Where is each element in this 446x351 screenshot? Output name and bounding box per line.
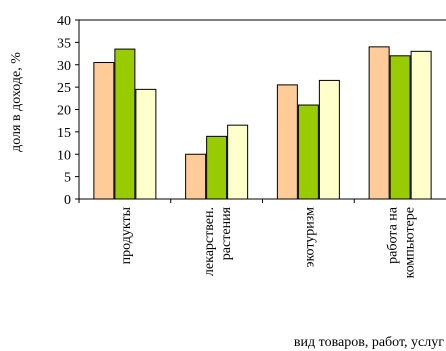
y-tick-label: 35	[57, 36, 71, 51]
bar-3	[410, 50, 432, 200]
x-tick-label-line: экотуризм	[302, 207, 317, 268]
y-tick-label: 0	[64, 193, 71, 208]
x-tick-label-line: компьютере	[403, 207, 418, 278]
y-axis: 0 5 10 15 20 25 30 35 40	[57, 14, 79, 208]
y-tick-label: 10	[57, 148, 71, 163]
x-tick-label: экотуризм	[302, 207, 317, 268]
bar-2	[206, 135, 228, 200]
y-axis-label: доля в доходе, %	[9, 52, 24, 152]
bar-3	[135, 88, 157, 200]
x-tick-label-line: лекарствен.	[202, 207, 217, 276]
y-tick-label: 15	[57, 126, 71, 141]
bar-2	[114, 48, 136, 200]
bars	[93, 46, 432, 200]
bar-3	[227, 124, 249, 200]
x-tick-label: продукты	[119, 206, 134, 264]
bar-1	[185, 153, 207, 200]
x-tick-label-line: продукты	[119, 206, 134, 264]
bar-2	[297, 104, 319, 200]
bar-1	[368, 46, 390, 200]
bar-2	[389, 55, 411, 200]
y-tick-label: 30	[57, 59, 71, 74]
bar-1	[276, 84, 298, 200]
x-axis-label: вид товаров, работ, услуг	[294, 335, 444, 350]
y-tick-label: 25	[57, 81, 71, 96]
y-tick-label: 5	[64, 171, 71, 186]
bar-1	[93, 62, 115, 200]
bar-3	[318, 79, 340, 200]
y-tick-label: 40	[57, 14, 71, 29]
x-tick-label: лекарствен. растения	[202, 206, 234, 276]
x-tick-label-line: растения	[219, 206, 234, 260]
y-tick-label: 20	[57, 104, 71, 119]
x-axis: продукты лекарствен. растения экотуризм рабо…	[78, 199, 418, 278]
x-tick-label-line: работа на	[386, 206, 401, 264]
x-tick-label: работа на компьютере	[386, 206, 418, 278]
